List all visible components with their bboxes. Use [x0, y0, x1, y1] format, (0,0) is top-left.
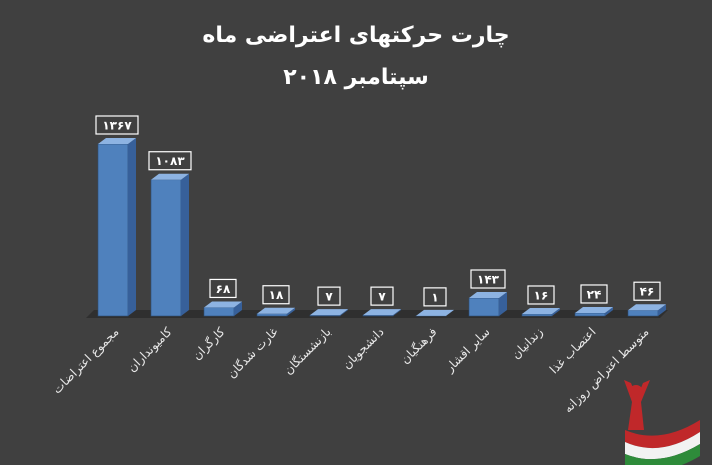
- value-label: ۱۴۳: [477, 273, 500, 287]
- value-label: ۴۶: [640, 285, 655, 299]
- bar-side: [446, 309, 454, 316]
- value-label-box: [423, 287, 447, 307]
- value-label: ۱۸: [269, 288, 284, 302]
- bar-side: [340, 309, 348, 316]
- value-label: ۲۴: [587, 287, 602, 301]
- bar-front: [309, 314, 341, 317]
- logo-stripe: [625, 420, 700, 449]
- logo: [624, 380, 700, 465]
- value-label-box: [527, 285, 555, 305]
- bar-side: [287, 307, 295, 316]
- bar-top: [98, 138, 136, 144]
- value-label: ۷: [325, 290, 333, 304]
- bar-side: [181, 173, 189, 316]
- value-label-box: [470, 269, 506, 289]
- value-label: ۱۰۸۳: [155, 154, 185, 168]
- bar-top: [310, 309, 348, 316]
- chart-title: چارت حرکتهای اعتراضی ماه: [202, 23, 509, 48]
- value-label-box: [262, 285, 290, 305]
- bar-top: [363, 309, 401, 316]
- bar-top: [575, 306, 613, 313]
- bar-top: [522, 307, 560, 314]
- chart-subtitle: سپتامبر ۲۰۱۸: [283, 65, 429, 90]
- bar-side: [552, 307, 560, 316]
- bar-front: [203, 307, 235, 317]
- value-label-box: [148, 151, 192, 171]
- logo-figure: [624, 380, 650, 430]
- value-label: ۱۶: [534, 288, 549, 302]
- bar-top: [204, 301, 242, 308]
- bar-front: [574, 312, 606, 317]
- bar-top: [628, 304, 666, 311]
- bar-top: [469, 292, 507, 299]
- bar-front: [627, 309, 659, 317]
- bar-front: [97, 143, 129, 317]
- bar-top: [416, 309, 454, 316]
- bar-front: [468, 297, 500, 317]
- value-label-box: [633, 281, 661, 301]
- bar-front: [521, 313, 553, 317]
- logo-stripe: [625, 444, 700, 465]
- bar-side: [658, 304, 666, 316]
- value-label-box: [580, 284, 608, 304]
- value-label: ۷: [378, 290, 386, 304]
- value-label: ۱: [431, 290, 438, 304]
- value-label: ۶۸: [216, 282, 231, 296]
- value-label-box: [209, 278, 237, 299]
- bar-top: [151, 173, 189, 180]
- bar-front: [256, 313, 288, 317]
- bar-side: [128, 138, 136, 316]
- bar-side: [499, 292, 507, 316]
- bar-front: [150, 179, 182, 317]
- logo-stripe: [625, 432, 700, 460]
- value-label-box: [370, 286, 394, 306]
- value-label-box: [95, 115, 139, 135]
- bar-side: [605, 306, 613, 316]
- bar-front: [362, 314, 394, 317]
- value-label-box: [317, 286, 341, 306]
- bar-top: [257, 307, 295, 314]
- bar-side: [234, 301, 242, 316]
- value-label: ۱۳۶۷: [102, 119, 132, 133]
- bar-side: [393, 309, 401, 316]
